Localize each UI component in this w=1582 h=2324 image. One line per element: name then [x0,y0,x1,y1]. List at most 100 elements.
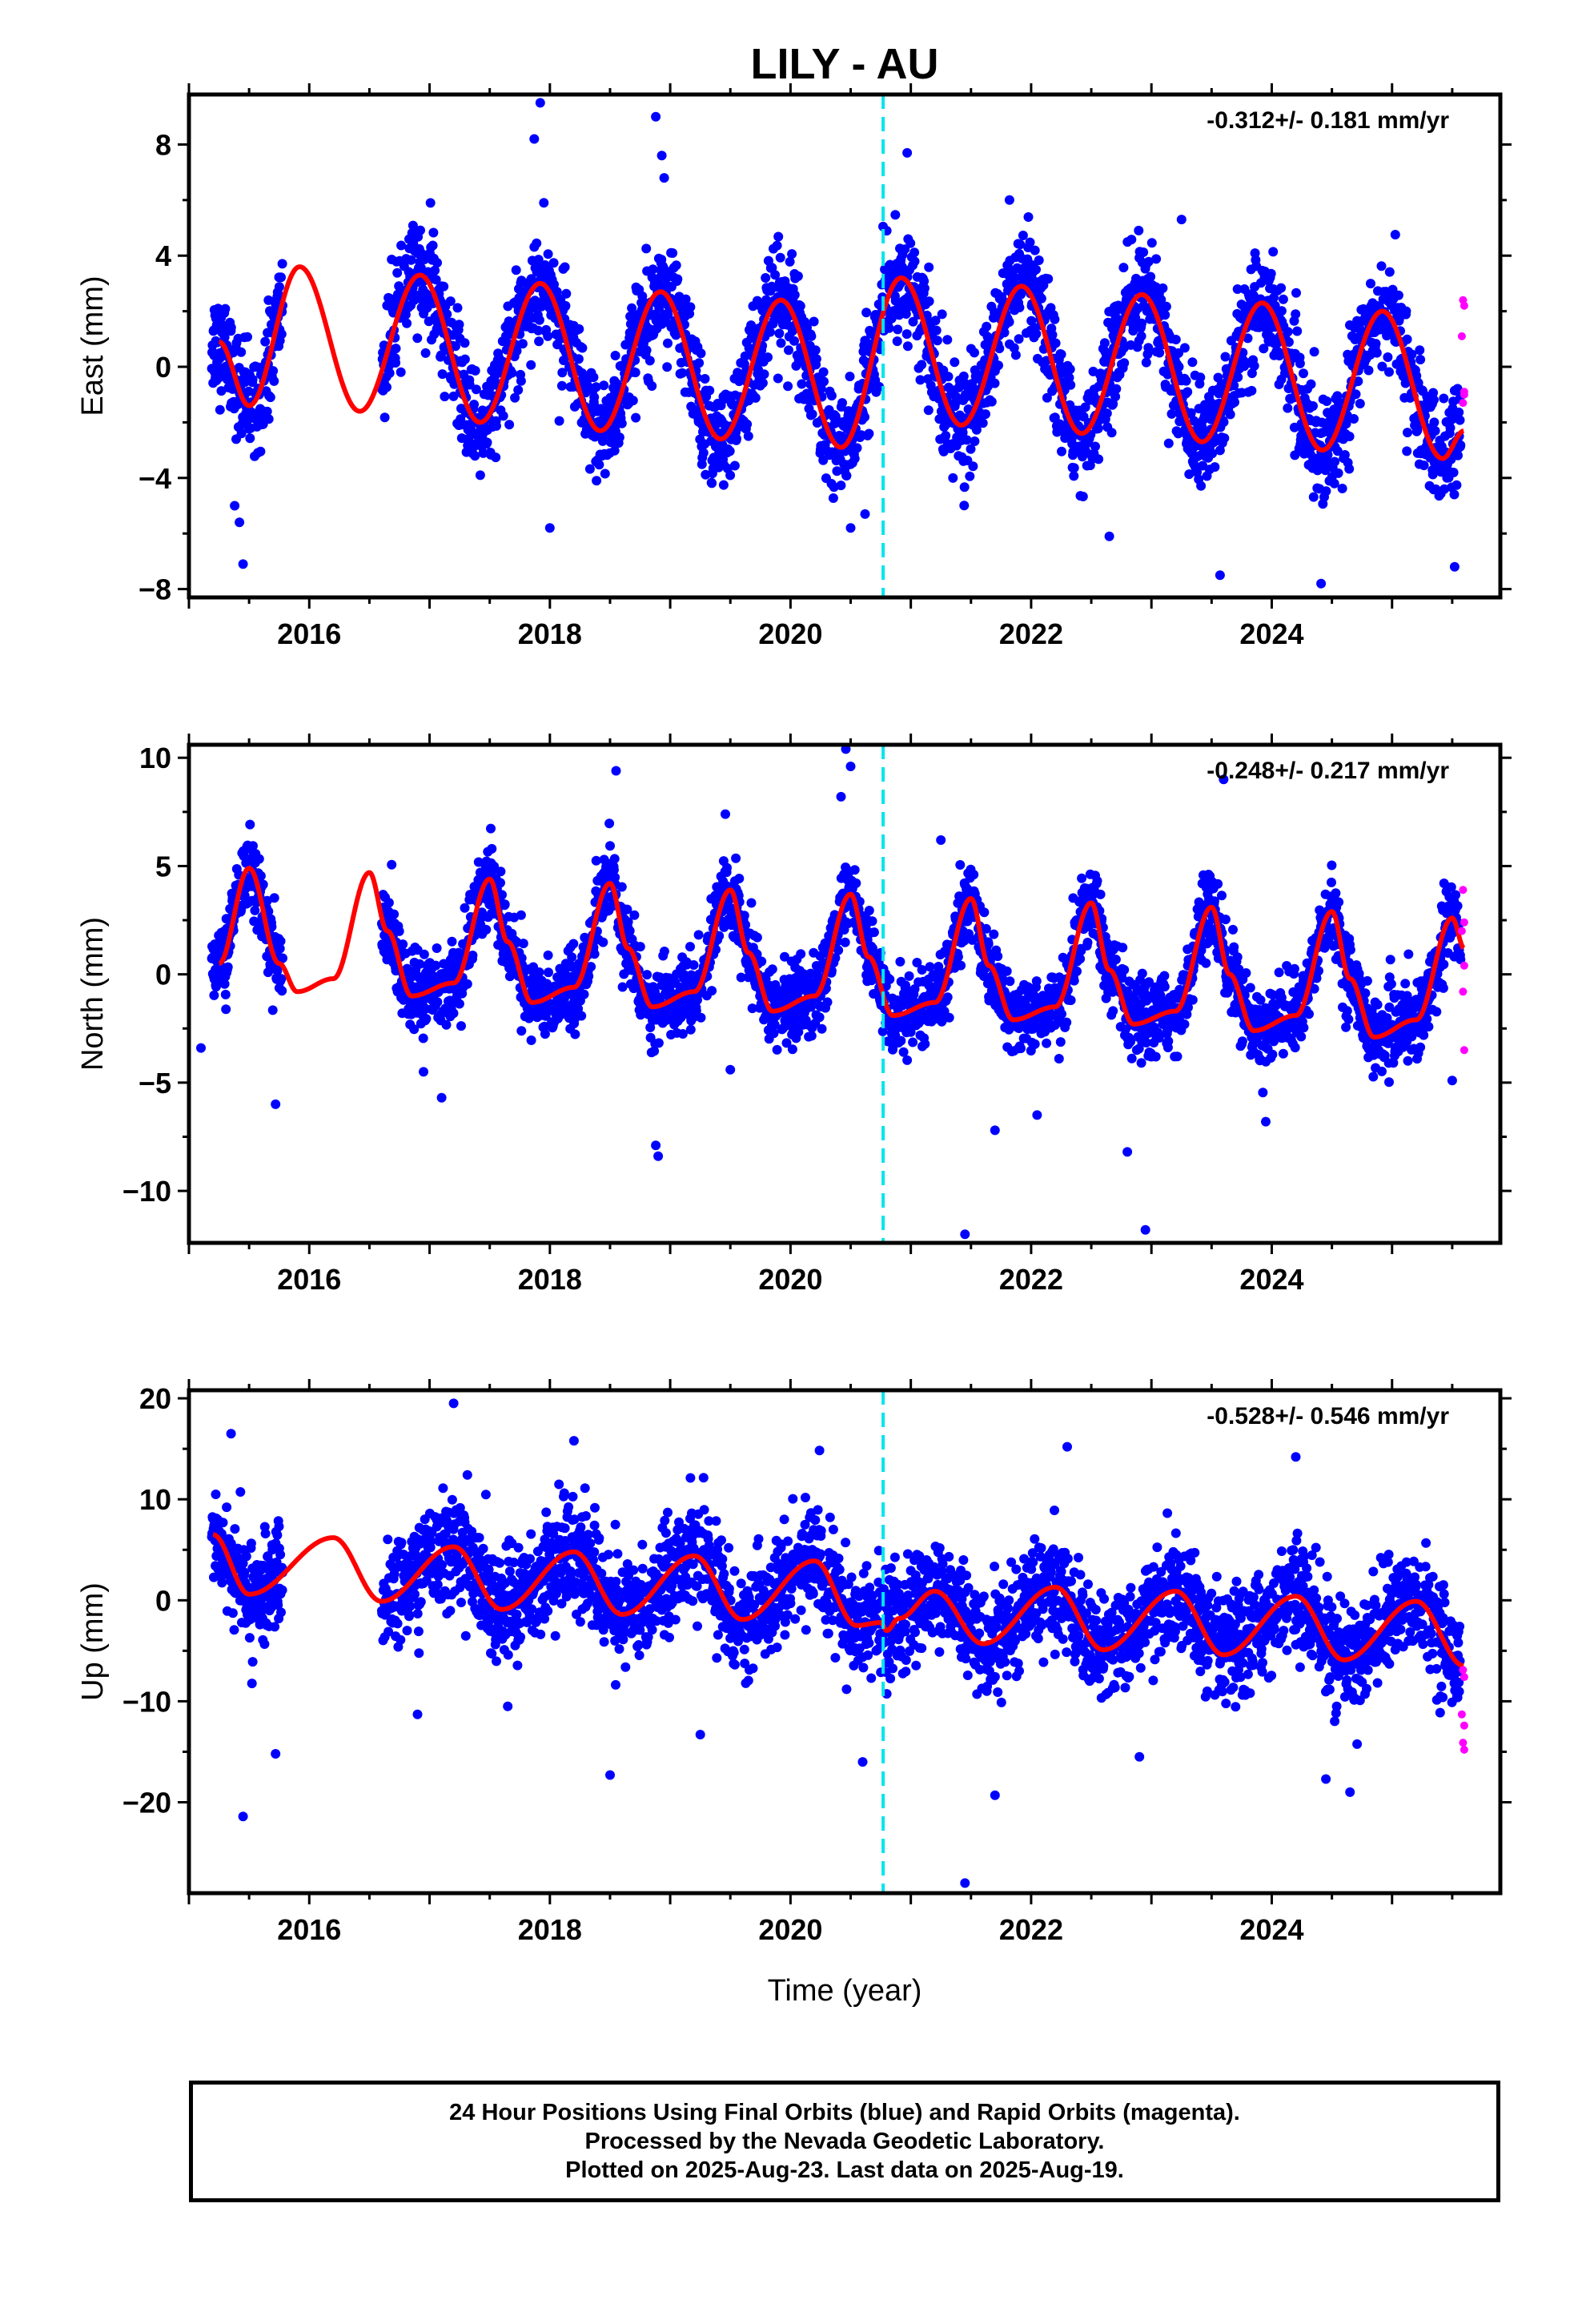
daily-position-point [609,854,620,864]
outlier-point [1004,195,1014,205]
daily-position-point [925,962,935,972]
daily-position-point [849,453,860,464]
daily-position-point [828,493,838,503]
daily-position-point [500,899,510,910]
daily-position-point [263,295,274,305]
daily-position-point [861,308,872,318]
daily-position-point [885,974,895,984]
daily-position-point [787,249,797,259]
daily-position-point [867,916,877,927]
daily-position-point [589,949,600,959]
daily-position-point [236,428,247,439]
daily-position-point [609,445,620,456]
daily-position-point [902,1055,913,1065]
daily-position-point [557,368,568,378]
outlier-point [238,559,248,569]
daily-position-point [864,906,874,915]
plot-area [207,94,1468,597]
daily-position-point [1050,338,1061,348]
daily-position-point [447,936,457,947]
daily-position-point [742,419,753,429]
daily-position-point [1308,492,1319,502]
daily-position-point [809,316,819,327]
daily-position-point [696,1012,706,1023]
daily-position-point [784,345,793,356]
daily-position-point [1276,283,1287,293]
daily-position-point [1333,468,1343,478]
daily-position-point [548,258,559,268]
daily-position-point [840,937,850,947]
daily-position-point [220,304,231,314]
daily-position-point [1291,287,1301,298]
daily-position-point [589,392,600,402]
daily-position-point [1355,399,1365,408]
daily-position-point [1306,379,1316,389]
daily-position-point [600,468,610,479]
daily-position-point [807,409,817,420]
outlier-point [860,509,870,519]
daily-position-point [554,416,564,426]
daily-position-point [1403,428,1412,438]
daily-position-point [1195,372,1206,383]
daily-position-point [631,412,641,423]
daily-position-point [383,898,394,908]
daily-position-point [1143,343,1154,353]
daily-position-point [504,420,515,430]
daily-position-point [901,329,912,340]
daily-position-point [1210,462,1220,472]
daily-position-point [832,466,842,476]
daily-position-point [534,967,544,977]
daily-position-point [689,960,699,970]
daily-position-point [277,986,287,996]
daily-position-point [1110,392,1121,402]
rapid-position-point [1457,332,1466,340]
daily-position-point [222,374,232,384]
outlier-point [544,523,555,533]
daily-position-point [470,451,480,461]
daily-position-point [533,325,544,336]
daily-position-point [982,321,992,332]
daily-position-point [1161,301,1171,312]
daily-position-point [1344,464,1355,474]
daily-position-point [1151,254,1162,264]
daily-position-point [743,431,753,441]
daily-position-point [942,992,953,1003]
daily-position-point [970,436,980,446]
daily-position-point [269,376,279,386]
daily-position-point [1448,468,1459,477]
daily-position-point [1146,238,1157,248]
outlier-point [1215,570,1225,581]
daily-position-point [512,346,522,356]
daily-position-point [653,1038,664,1048]
daily-position-point [752,932,762,943]
daily-position-point [919,283,930,293]
daily-position-point [451,341,460,352]
daily-position-point [833,945,844,955]
daily-position-point [795,301,805,312]
daily-position-point [275,936,286,947]
daily-position-point [1031,264,1041,275]
daily-position-point [931,325,942,336]
daily-position-point [1278,294,1288,304]
daily-position-point [419,949,429,959]
daily-position-point [400,309,411,320]
daily-position-point [559,356,568,365]
daily-position-point [262,406,272,416]
daily-position-point [1376,261,1387,271]
final-orbit-points [207,98,1466,589]
daily-position-point [556,380,567,391]
daily-position-point [1137,318,1146,328]
daily-position-point [716,400,726,411]
daily-position-point [517,339,528,349]
daily-position-point [1181,376,1191,386]
daily-position-point [1163,438,1174,448]
daily-position-point [209,990,219,1000]
daily-position-point [1415,355,1426,364]
daily-position-point [965,471,975,481]
x-tick-label: 2024 [1239,617,1303,650]
daily-position-point [1023,212,1034,222]
daily-position-point [698,448,709,458]
daily-position-point [418,1033,428,1043]
daily-position-point [391,344,401,354]
